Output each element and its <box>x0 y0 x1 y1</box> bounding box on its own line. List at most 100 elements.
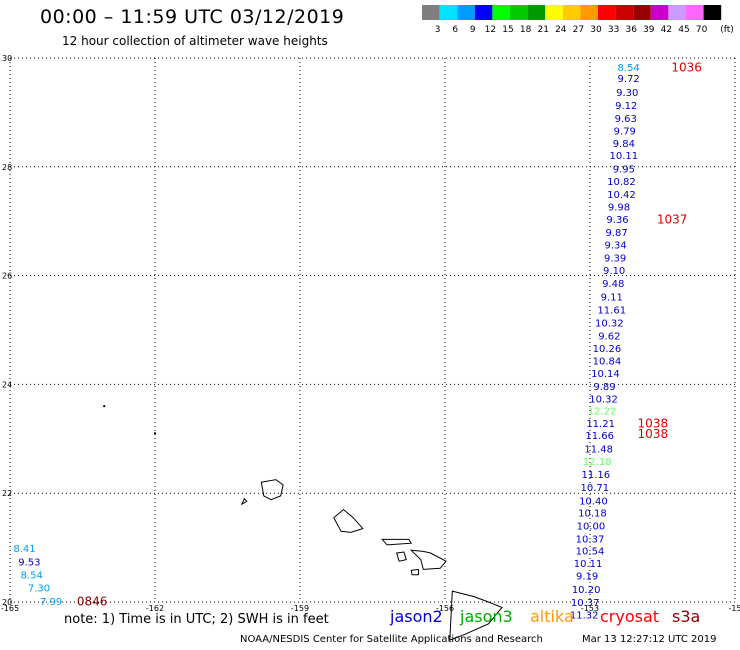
wave-height-value: 9.12 <box>615 101 637 112</box>
island-outline <box>410 568 419 576</box>
legend-tick-label: 27 <box>573 25 584 35</box>
wave-height-value: 12.22 <box>588 407 617 418</box>
legend-swatch <box>580 5 598 20</box>
wave-height-value: 11.21 <box>586 419 615 430</box>
lat-tick-label: 22 <box>2 489 12 498</box>
lat-tick-label: 28 <box>2 163 12 172</box>
legend-tick-label: 18 <box>520 25 532 35</box>
legend-tick-label: 33 <box>608 25 619 35</box>
wave-height-value: 11.66 <box>585 431 614 442</box>
wave-height-value: 9.30 <box>616 88 638 99</box>
wave-height-value: 9.84 <box>613 139 635 150</box>
legend-tick-label: 24 <box>555 25 567 35</box>
island-outline <box>396 551 407 562</box>
wave-height-value: 9.39 <box>604 254 626 265</box>
island-outline <box>449 590 503 641</box>
wave-height-value: 10.26 <box>593 344 622 355</box>
wave-height-value: 10.54 <box>576 546 605 557</box>
page-subtitle: 12 hour collection of altimeter wave hei… <box>62 34 328 48</box>
legend-swatch <box>457 5 475 20</box>
legend-tick-label: 15 <box>502 25 513 35</box>
lat-tick-label: 30 <box>2 54 12 63</box>
legend-swatch <box>439 5 458 20</box>
legend-swatch <box>703 5 722 20</box>
legend-tick-label: 3 <box>435 25 441 35</box>
time-label: 1038 <box>638 417 669 431</box>
lon-tick-label: -162 <box>146 604 164 613</box>
legend-swatch <box>510 5 528 20</box>
time-label: 0846 <box>77 595 108 609</box>
wave-height-value: 10.42 <box>607 190 636 201</box>
wave-height-value: 10.37 <box>571 598 600 609</box>
credit: NOAA/NESDIS Center for Satellite Applica… <box>240 634 543 645</box>
wave-height-value: 10.18 <box>578 508 607 519</box>
legend-swatch <box>668 5 686 20</box>
wave-height-value: 11.16 <box>581 470 610 481</box>
legend-tick-label: 42 <box>661 25 672 35</box>
lat-tick-label: 20 <box>2 598 12 607</box>
legend-swatch <box>598 5 616 20</box>
time-label: 1038 <box>638 427 669 441</box>
color-scale-legend: 3 6 9 12 15 18 21 24 27 30 33 36 39 42 45 70 (ft) <box>422 5 734 35</box>
lon-tick-label: -153 <box>581 604 599 613</box>
legend-swatch <box>474 5 493 20</box>
island-outline <box>409 549 447 570</box>
wave-height-value: 8.54 <box>618 63 640 74</box>
wave-height-value: 12.18 <box>583 457 612 468</box>
lon-tick-label: -156 <box>436 604 454 613</box>
island-outline <box>381 538 413 546</box>
legend-swatch <box>422 5 440 20</box>
wave-height-value: 9.10 <box>603 266 625 277</box>
wave-height-value: 10.37 <box>576 534 605 545</box>
wave-height-value: 9.62 <box>598 332 620 343</box>
wave-height-value: 9.63 <box>615 114 637 125</box>
wave-height-value: 11.32 <box>570 611 599 622</box>
legend-swatch <box>650 5 669 20</box>
time-label: 1037 <box>657 213 688 227</box>
legend-swatch <box>633 5 651 20</box>
wave-height-value: 10.82 <box>607 177 636 188</box>
wave-height-value: 11.48 <box>584 445 613 456</box>
legend-cryosat: cryosat <box>600 607 660 626</box>
wave-height-value: 9.87 <box>605 228 627 239</box>
wave-height-value: 10.00 <box>577 521 606 532</box>
island-outline <box>260 479 284 501</box>
wave-height-value: 10.14 <box>591 369 620 380</box>
footnote: note: 1) Time is in UTC; 2) SWH is in fe… <box>64 612 329 627</box>
lon-tick-label: -15 <box>728 604 740 613</box>
legend-unit: (ft) <box>720 25 734 35</box>
wave-height-value: 10.11 <box>574 559 603 570</box>
legend-tick-label: 12 <box>485 25 496 35</box>
island-outline <box>333 508 364 533</box>
legend-tick-label: 9 <box>470 25 476 35</box>
legend-swatch <box>686 5 704 20</box>
wave-height-value: 8.54 <box>21 570 43 581</box>
wave-height-value: 10.71 <box>581 483 610 494</box>
wave-height-value: 10.32 <box>589 395 618 406</box>
wave-height-value: 9.89 <box>593 382 615 393</box>
wave-height-value: 7.30 <box>28 583 50 594</box>
wave-height-value: 9.34 <box>604 241 626 252</box>
lon-tick-label: -159 <box>291 604 309 613</box>
wave-height-value: 10.32 <box>595 318 624 329</box>
atoll-dot <box>103 405 106 408</box>
legend-tick-label: 6 <box>452 25 458 35</box>
wave-height-value: 10.84 <box>593 357 622 368</box>
wave-height-value: 10.40 <box>579 496 608 507</box>
legend-swatch <box>527 5 546 20</box>
legend-tick-label: 21 <box>537 25 548 35</box>
wave-height-value: 10.20 <box>572 585 601 596</box>
legend-altika: altika <box>530 607 574 626</box>
wave-height-value: 9.48 <box>602 279 624 290</box>
wave-height-value: 9.79 <box>614 126 636 137</box>
lon-tick-label: -165 <box>1 604 19 613</box>
legend-swatch <box>492 5 510 20</box>
wave-height-value: 9.95 <box>613 165 635 176</box>
wave-height-value: 9.19 <box>576 571 598 582</box>
page-title: 00:00 – 11:59 UTC 03/12/2019 <box>40 6 345 28</box>
legend-tick-label: 30 <box>590 25 602 35</box>
wave-height-value: 7.99 <box>40 597 62 608</box>
legend-swatch <box>545 5 563 20</box>
legend-tick-label: 45 <box>678 25 689 35</box>
